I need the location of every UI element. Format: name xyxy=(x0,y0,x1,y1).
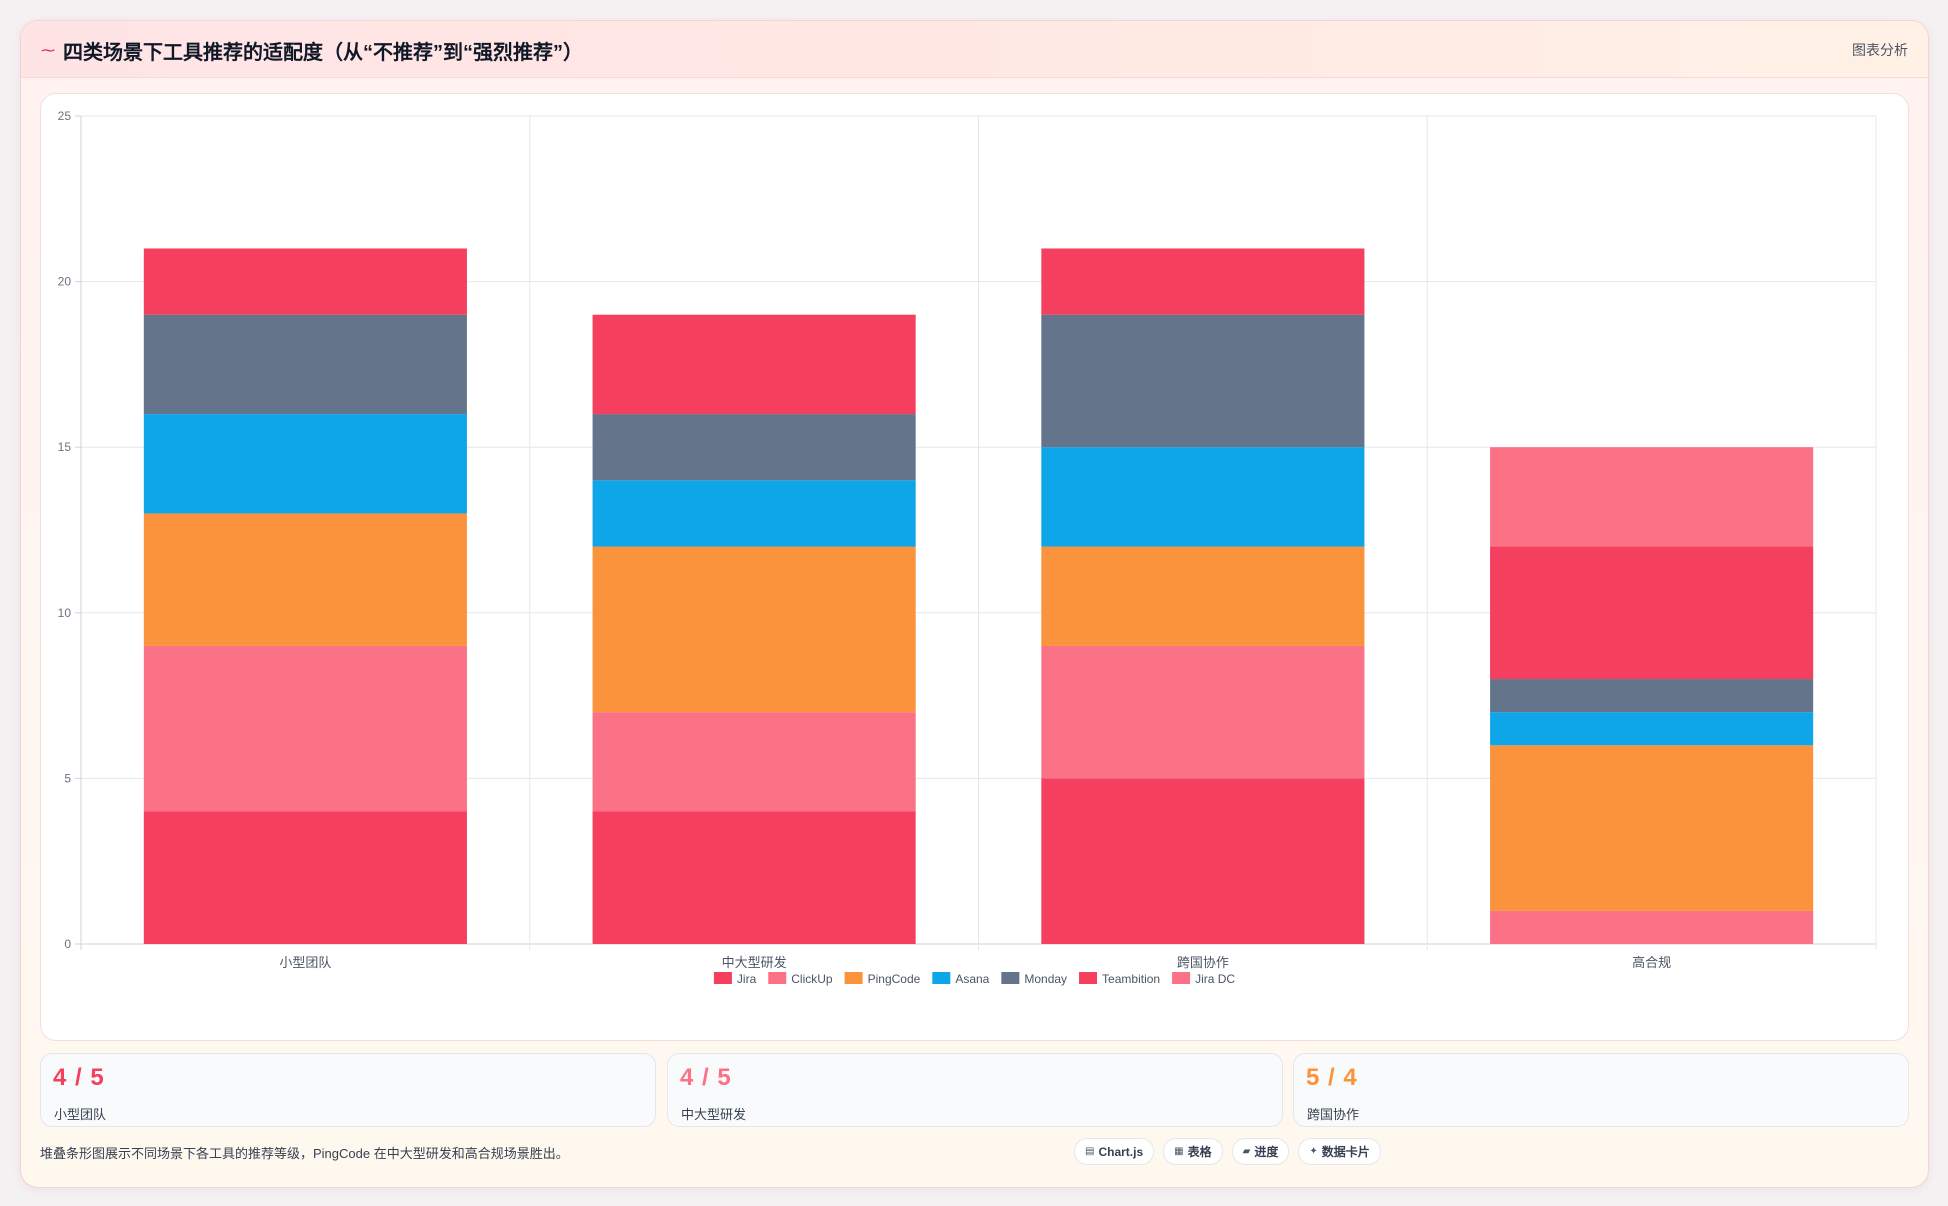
bar-segment[interactable] xyxy=(1041,778,1365,944)
chip-chartjs[interactable]: ▤ Chart.js xyxy=(1074,1138,1155,1165)
legend-swatch xyxy=(1079,972,1098,984)
bar-segment[interactable] xyxy=(1041,314,1365,448)
bar-segment[interactable] xyxy=(1490,712,1814,746)
legend-label: ClickUp xyxy=(791,972,833,986)
stat-card-large-rd: 4 / 5 中大型研发 xyxy=(667,1053,1283,1127)
bar-segment[interactable] xyxy=(1490,447,1814,547)
chart-panel: 0 5 10 15 20 25 小型团队 中大型研发 跨国协作 高合规 Jira ClickUp Pi… xyxy=(40,93,1909,1041)
bar-segment[interactable] xyxy=(143,513,467,646)
legend-item[interactable]: Asana xyxy=(932,972,990,986)
legend-swatch xyxy=(932,972,951,984)
chart-icon: ▤ xyxy=(1085,1146,1095,1157)
y-tick-label: 25 xyxy=(58,109,72,123)
legend-swatch xyxy=(1172,972,1191,984)
stat-value: 4 / 5 xyxy=(53,1064,105,1091)
chip-label: Chart.js xyxy=(1098,1144,1144,1159)
bar-segment[interactable] xyxy=(143,314,467,415)
chip-data-card[interactable]: ✦ 数据卡片 xyxy=(1298,1138,1381,1165)
x-tick-label: 中大型研发 xyxy=(722,955,787,970)
y-tick-label: 15 xyxy=(58,440,72,454)
chip-label: 表格 xyxy=(1187,1145,1212,1159)
bar-segment[interactable] xyxy=(592,480,916,547)
table-icon: ▦ xyxy=(1174,1146,1184,1157)
legend-item[interactable]: Monday xyxy=(1001,972,1067,986)
bar-segment[interactable] xyxy=(1490,745,1814,911)
x-tick-label: 跨国协作 xyxy=(1177,955,1229,970)
legend-item[interactable]: Jira DC xyxy=(1172,972,1235,986)
chip-label: 进度 xyxy=(1254,1145,1279,1159)
legend-label: PingCode xyxy=(868,972,921,986)
legend-swatch xyxy=(713,972,732,984)
legend-swatch xyxy=(1001,972,1020,984)
bar-segment[interactable] xyxy=(143,645,467,812)
bar-segment[interactable] xyxy=(143,811,467,944)
bar-segment[interactable] xyxy=(1490,546,1814,680)
bar-segment[interactable] xyxy=(143,414,467,514)
bar-segment[interactable] xyxy=(143,248,467,315)
bar-segment[interactable] xyxy=(592,712,916,812)
stat-card-cross-border: 5 / 4 跨国协作 xyxy=(1293,1053,1909,1127)
trend-icon: ⁓ xyxy=(41,42,55,58)
bar-segment[interactable] xyxy=(1041,546,1365,646)
stacked-bar-chart: 0 5 10 15 20 25 小型团队 中大型研发 跨国协作 高合规 Jira ClickUp Pi… xyxy=(58,109,1877,986)
chart-description: 堆叠条形图展示不同场景下各工具的推荐等级，PingCode 在中大型研发和高合规… xyxy=(40,1146,569,1161)
legend-label: Jira xyxy=(737,972,757,986)
x-tick-label: 高合规 xyxy=(1632,955,1671,970)
stat-label: 中大型研发 xyxy=(681,1107,747,1122)
chart-analysis-link[interactable]: 图表分析 xyxy=(1852,42,1908,58)
card-icon: ✦ xyxy=(1309,1146,1318,1157)
stat-value: 5 / 4 xyxy=(1306,1064,1358,1091)
legend-item[interactable]: PingCode xyxy=(844,972,921,986)
legend-item[interactable]: ClickUp xyxy=(768,972,833,986)
bar-segment[interactable] xyxy=(592,314,916,415)
legend-label: Monday xyxy=(1024,972,1067,986)
card-header: ⁓ 四类场景下工具推荐的适配度（从“不推荐”到“强烈推荐”） 图表分析 xyxy=(21,21,1928,78)
legend-label: Teambition xyxy=(1102,972,1160,986)
stat-label: 跨国协作 xyxy=(1307,1107,1360,1122)
legend-item[interactable]: Teambition xyxy=(1079,972,1160,986)
bar-segment[interactable] xyxy=(592,811,916,944)
feature-chips: ▤ Chart.js ▦ 表格 ▰ 进度 ✦ 数据卡片 xyxy=(1074,1138,1381,1165)
stat-card-small-team: 4 / 5 小型团队 xyxy=(40,1053,656,1127)
legend-swatch xyxy=(768,972,787,984)
chip-progress[interactable]: ▰ 进度 xyxy=(1231,1138,1290,1165)
x-tick-label: 小型团队 xyxy=(279,955,331,970)
bar-segment[interactable] xyxy=(1041,645,1365,779)
legend-swatch xyxy=(844,972,863,984)
chip-table[interactable]: ▦ 表格 xyxy=(1163,1138,1223,1165)
stat-label: 小型团队 xyxy=(54,1107,107,1122)
y-tick-label: 0 xyxy=(64,937,71,951)
bar-segment[interactable] xyxy=(592,414,916,481)
bar-segment[interactable] xyxy=(1490,679,1814,713)
legend-item[interactable]: Jira xyxy=(713,972,757,986)
bar-segment[interactable] xyxy=(1490,910,1814,944)
legend-label: Asana xyxy=(955,972,989,986)
chart-card: ⁓ 四类场景下工具推荐的适配度（从“不推荐”到“强烈推荐”） 图表分析 0 5 10… xyxy=(20,20,1929,1188)
page-title: 四类场景下工具推荐的适配度（从“不推荐”到“强烈推荐”） xyxy=(63,42,583,64)
progress-icon: ▰ xyxy=(1242,1146,1251,1157)
chip-label: 数据卡片 xyxy=(1321,1145,1370,1159)
y-tick-label: 5 xyxy=(64,771,71,785)
legend-label: Jira DC xyxy=(1195,972,1235,986)
stat-value: 4 / 5 xyxy=(680,1064,732,1091)
bar-segment[interactable] xyxy=(1041,447,1365,547)
y-tick-label: 10 xyxy=(58,606,72,620)
bar-segment[interactable] xyxy=(592,546,916,713)
bar-segment[interactable] xyxy=(1041,248,1365,315)
y-tick-label: 20 xyxy=(58,275,72,289)
